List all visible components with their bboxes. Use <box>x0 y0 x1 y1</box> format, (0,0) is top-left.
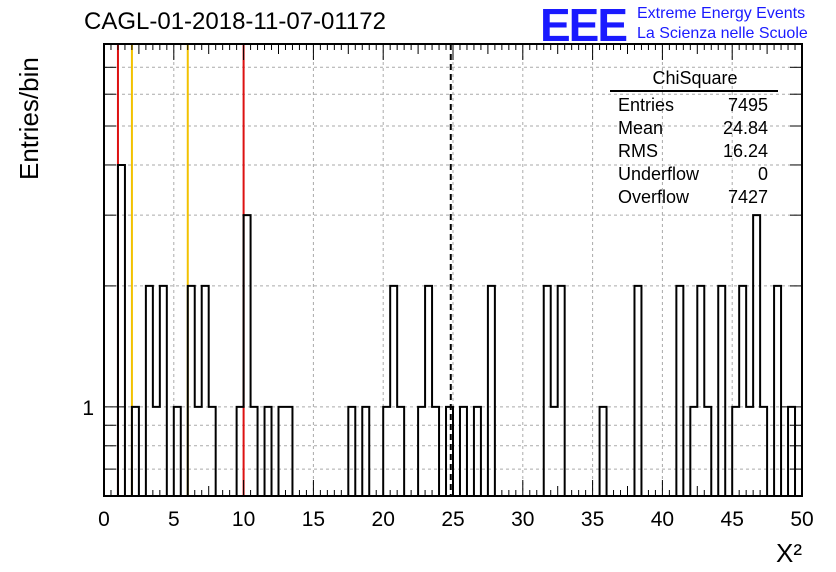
histogram-bin <box>390 286 397 496</box>
histogram-bin <box>244 215 251 496</box>
x-tick-label: 50 <box>790 508 813 531</box>
histogram-bin <box>174 407 181 496</box>
histogram-bin <box>460 407 467 496</box>
histogram-bin <box>732 407 739 496</box>
histogram-bin <box>558 286 565 496</box>
histogram-bin <box>544 286 551 496</box>
statistics-title: ChiSquare <box>652 68 738 88</box>
histogram-bin <box>251 407 258 496</box>
axis-ticks <box>103 43 803 497</box>
stat-label: Overflow <box>618 187 690 207</box>
reference-lines <box>116 44 452 496</box>
x-tick-label: 5 <box>168 508 180 531</box>
histogram-bin <box>362 407 369 496</box>
y-axis-label: Entries/bin <box>14 57 44 180</box>
histogram-bin <box>146 286 153 496</box>
stat-rms: RMS 16.24 <box>610 140 778 163</box>
x-tick-label: 45 <box>721 508 744 531</box>
histogram-bin <box>160 286 167 496</box>
histogram-bins <box>118 165 795 496</box>
stat-value: 24.84 <box>722 118 768 138</box>
histogram-bin <box>348 407 355 496</box>
histogram-bin <box>432 407 439 496</box>
x-tick-label: 25 <box>441 508 464 531</box>
x-tick-label: 10 <box>232 508 255 531</box>
histogram-bin <box>425 286 432 496</box>
histogram-bin <box>195 407 202 496</box>
stat-label: Mean <box>618 118 664 138</box>
histogram-bin <box>132 407 139 496</box>
stat-label: RMS <box>618 141 658 161</box>
logo-mark: EEE <box>540 0 628 51</box>
histogram-bin <box>551 407 558 496</box>
x-tick-label: 0 <box>98 508 110 531</box>
histogram-bin <box>746 407 753 496</box>
histogram-bin <box>285 407 292 496</box>
histogram-bin <box>600 407 607 496</box>
y-tick-label: 1 <box>82 397 94 420</box>
histogram-bin <box>739 286 746 496</box>
histogram-bin <box>188 286 195 496</box>
stat-underflow: Underflow 0 <box>610 163 778 186</box>
histogram-bin <box>488 286 495 496</box>
histogram-bin <box>418 407 425 496</box>
stat-entries: Entries 7495 <box>610 94 778 117</box>
stat-value: 7427 <box>727 187 768 207</box>
histogram-bin <box>446 407 453 496</box>
histogram-bin <box>237 407 244 496</box>
stat-overflow: Overflow 7427 <box>610 186 778 209</box>
tick-labels: 0 5 10 15 20 25 30 35 40 45 50 1 <box>82 397 813 531</box>
histogram-bin <box>774 286 781 496</box>
stat-value: 7495 <box>727 95 768 115</box>
x-tick-label: 35 <box>581 508 604 531</box>
histogram-bin <box>474 407 481 496</box>
histogram-bin <box>788 407 795 496</box>
histogram-bin <box>704 407 711 496</box>
x-tick-label: 15 <box>302 508 325 531</box>
histogram-outline <box>104 163 802 497</box>
x-tick-label: 40 <box>651 508 674 531</box>
histogram-bin <box>760 407 767 496</box>
stat-value: 16.24 <box>722 141 768 161</box>
logo-line-2: La Scienza nelle Scuole <box>637 25 808 42</box>
histogram-bin <box>153 407 160 496</box>
statistics-box: ChiSquare Entries 7495 Mean 24.84 RMS 16… <box>610 66 778 209</box>
histogram-bin <box>634 286 641 496</box>
histogram-bin <box>718 286 725 496</box>
x-tick-label: 30 <box>511 508 534 531</box>
x-tick-label: 20 <box>372 508 395 531</box>
stat-value: 0 <box>757 164 768 184</box>
histogram-bin <box>697 286 704 496</box>
histogram-bin <box>753 215 760 496</box>
histogram-bin <box>397 407 404 496</box>
x-axis-label: X² <box>776 538 802 568</box>
histogram-bin <box>383 407 390 496</box>
histogram-bin <box>202 286 209 496</box>
stat-label: Entries <box>618 95 675 115</box>
chart-title: CAGL-01-2018-11-07-01172 <box>84 8 386 35</box>
histogram-bin <box>676 286 683 496</box>
histogram-bin <box>209 407 216 496</box>
logo-line-1: Extreme Energy Events <box>637 5 806 22</box>
histogram-bin <box>118 165 125 496</box>
histogram-bin <box>265 407 272 496</box>
stat-label: Underflow <box>618 164 700 184</box>
stat-mean: Mean 24.84 <box>610 117 778 140</box>
histogram-bin <box>279 407 286 496</box>
statistics-divider <box>610 90 778 92</box>
histogram-bin <box>690 407 697 496</box>
